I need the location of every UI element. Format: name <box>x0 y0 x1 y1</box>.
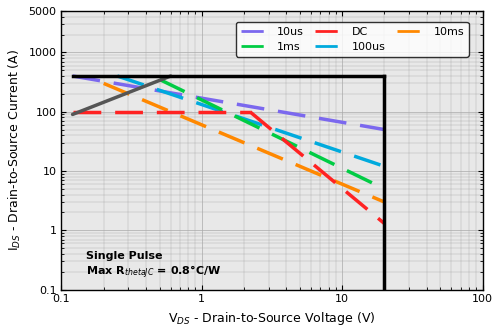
X-axis label: V$_{DS}$ - Drain-to-Source Voltage (V): V$_{DS}$ - Drain-to-Source Voltage (V) <box>168 310 376 327</box>
Y-axis label: I$_{DS}$ - Drain-to-Source Current (A): I$_{DS}$ - Drain-to-Source Current (A) <box>7 49 23 252</box>
Legend: 10us, 1ms, DC, 100us, 10ms: 10us, 1ms, DC, 100us, 10ms <box>236 22 468 56</box>
Text: Single Pulse
Max R$_{thetaJC}$ = 0.8°C/W: Single Pulse Max R$_{thetaJC}$ = 0.8°C/W <box>86 251 222 281</box>
